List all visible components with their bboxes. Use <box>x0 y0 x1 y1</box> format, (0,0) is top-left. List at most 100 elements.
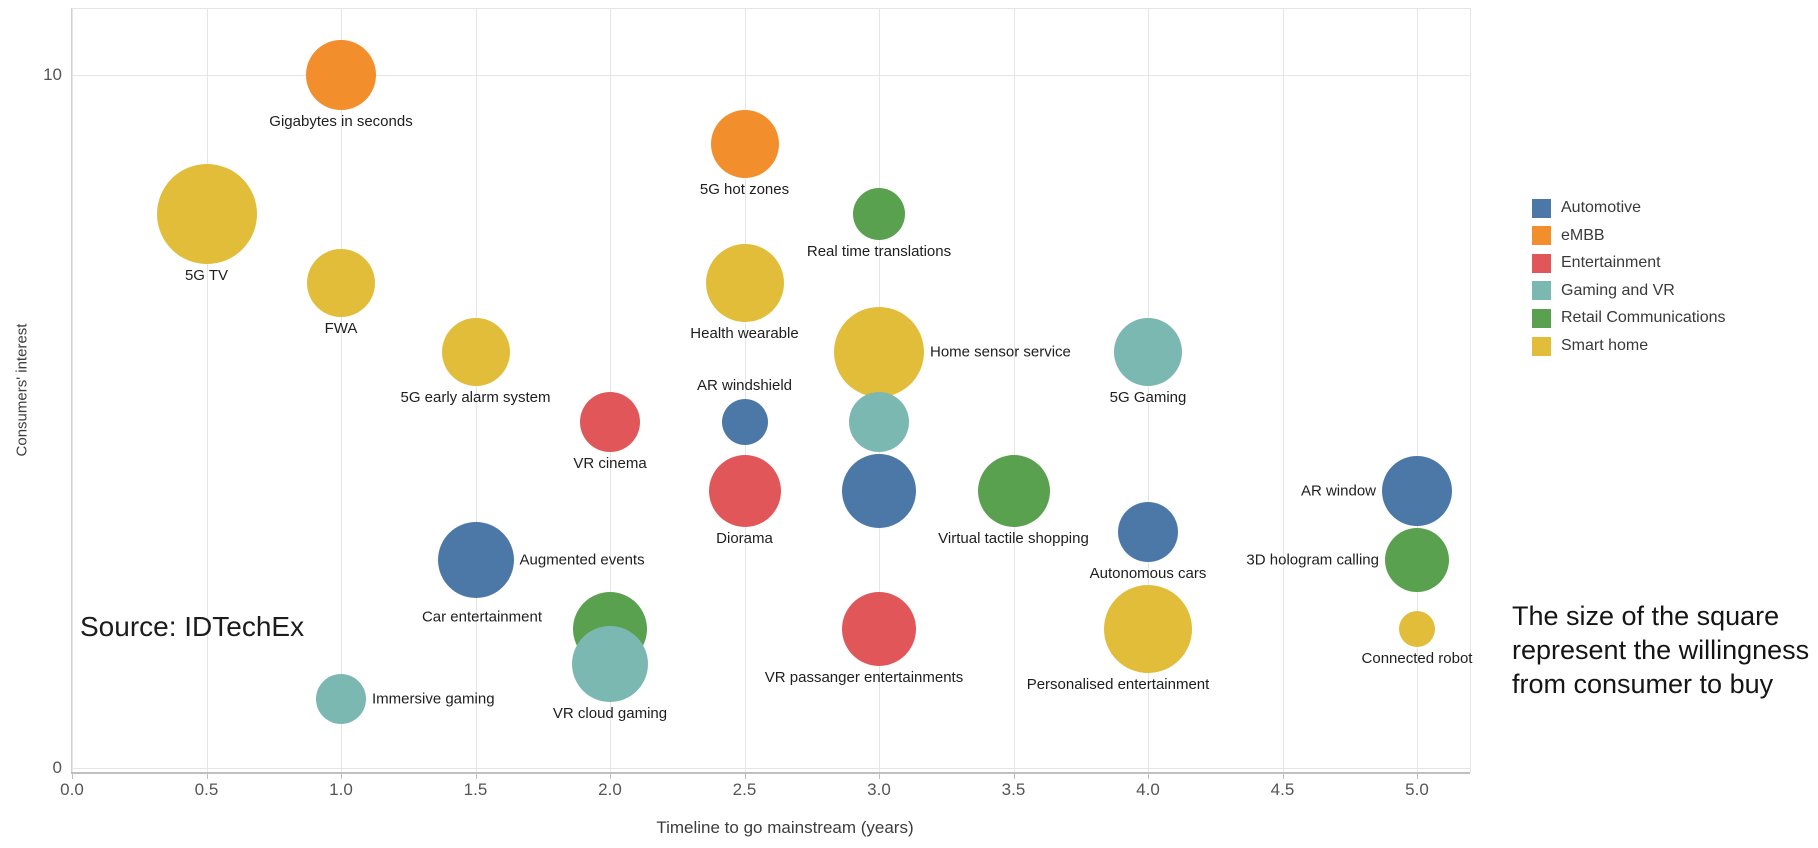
legend-swatch-gaming-and-vr <box>1532 281 1551 301</box>
bubble-label-car-entertainment: Car entertainment <box>421 608 542 626</box>
bubble-label-virtual-tactile-shopping: Virtual tactile shopping <box>938 529 1089 547</box>
x-tick-label-0.0: 0.0 <box>60 780 84 799</box>
bubble-5g-early-alarm-system[interactable] <box>441 318 510 387</box>
x-tickmark-0.0 <box>72 774 73 779</box>
bubble-5g-hot-zones[interactable] <box>710 110 779 179</box>
size-note-annotation: The size of the square represent the wil… <box>1512 600 1809 701</box>
y-axis-title: Consumers' interest <box>13 323 31 457</box>
legend-label: Retail Communications <box>1561 309 1726 327</box>
bubble-vr-cinema[interactable] <box>580 391 640 452</box>
legend-swatch-smart-home <box>1532 336 1551 356</box>
x-tick-label-2.0: 2.0 <box>598 780 622 799</box>
bubble-ar-windshield[interactable] <box>721 398 768 445</box>
gridline-x-4.0 <box>1148 8 1149 772</box>
bubble-label-health-wearable: Health wearable <box>690 324 799 342</box>
bubble-health-wearable[interactable] <box>705 243 784 322</box>
gridline-y-0 <box>71 768 1470 769</box>
bubble-diorama[interactable] <box>708 454 781 527</box>
legend-item-entertainment[interactable]: Entertainment <box>1532 253 1661 273</box>
source-note: Source: IDTechEx <box>80 611 305 642</box>
bubble-label-5g-tv: 5G TV <box>184 266 229 284</box>
legend-item-automotive[interactable]: Automotive <box>1532 198 1641 218</box>
legend-swatch-automotive <box>1532 198 1551 218</box>
x-tickmark-1.0 <box>341 774 342 779</box>
bubble-vr-passanger-entertainments[interactable] <box>842 592 916 667</box>
bubble-fwa[interactable] <box>307 248 375 317</box>
bubble-label-fwa: FWA <box>324 319 358 337</box>
gridline-x-3.5 <box>1013 8 1015 772</box>
gridline-x-2.0 <box>610 8 611 772</box>
legend-swatch-retail-communications <box>1532 308 1551 328</box>
bubble-connected-robot[interactable] <box>1399 611 1435 648</box>
bubble-unlabeled-11[interactable] <box>849 391 909 452</box>
plot-border-right <box>1470 8 1471 772</box>
bubble-unlabeled-13[interactable] <box>842 453 916 528</box>
x-axis-title: Timeline to go mainstream (years) <box>656 818 914 837</box>
x-tick-label-3.0: 3.0 <box>867 780 891 799</box>
plot-border-top <box>71 8 1470 9</box>
x-tickmark-3.0 <box>879 774 880 779</box>
bubble-3d-hologram-calling[interactable] <box>1385 528 1449 593</box>
bubble-label-vr-passanger-entertainments: VR passanger entertainments <box>764 669 964 687</box>
gridline-x-2.5 <box>744 8 746 772</box>
x-tickmark-0.5 <box>206 774 208 779</box>
bubble-label-5g-hot-zones: 5G hot zones <box>699 181 790 199</box>
bubble-autonomous-cars[interactable] <box>1118 502 1178 563</box>
legend-item-retail-communications[interactable]: Retail Communications <box>1532 308 1726 328</box>
bubble-label-home-sensor-service: Home sensor service <box>930 343 1071 361</box>
x-tick-label-4.5: 4.5 <box>1270 780 1295 799</box>
y-tick-label-10: 10 <box>43 65 62 84</box>
bubble-gigabytes-in-seconds[interactable] <box>306 40 376 110</box>
bubble-5g-gaming[interactable] <box>1114 318 1182 387</box>
x-tick-label-1.5: 1.5 <box>463 780 488 799</box>
bubble-ar-window[interactable] <box>1382 455 1452 526</box>
bubble-label-augmented-events: Augmented events <box>519 551 645 569</box>
bubble-vr-cloud-gaming[interactable] <box>572 626 648 703</box>
legend-item-gaming-and-vr[interactable]: Gaming and VR <box>1532 281 1675 301</box>
x-tickmark-4.0 <box>1148 774 1149 779</box>
legend-label: Automotive <box>1561 199 1642 216</box>
x-tick-label-1.0: 1.0 <box>329 780 353 799</box>
bubble-immersive-gaming[interactable] <box>316 673 366 724</box>
bubble-label-5g-early-alarm-system: 5G early alarm system <box>400 389 551 407</box>
bubble-label-gigabytes-in-seconds: Gigabytes in seconds <box>269 113 413 130</box>
legend-swatch-embb <box>1532 226 1551 246</box>
x-tick-label-5.0: 5.0 <box>1405 780 1429 799</box>
gridline-x-4.5 <box>1282 8 1284 772</box>
size-note-line: The size of the square <box>1512 601 1780 631</box>
bubble-label-vr-cinema: VR cinema <box>573 454 647 472</box>
bubble-label-real-time-translations: Real time translations <box>806 242 952 260</box>
y-tick-label-0: 0 <box>52 758 62 777</box>
legend-item-embb[interactable]: eMBB <box>1532 226 1605 246</box>
bubble-virtual-tactile-shopping[interactable] <box>977 454 1050 527</box>
bubble-label-personalised-entertainment: Personalised entertainment <box>1026 676 1210 694</box>
x-tickmark-5.0 <box>1417 774 1418 779</box>
bubble-label-3d-hologram-calling: 3D hologram calling <box>1246 551 1379 569</box>
bubble-personalised-entertainment[interactable] <box>1104 585 1192 674</box>
gridline-x-0.0 <box>72 8 73 772</box>
x-tickmark-1.5 <box>475 774 477 779</box>
x-tickmark-2.0 <box>610 774 611 779</box>
bubble-label-vr-cloud-gaming: VR cloud gaming <box>552 705 668 723</box>
gridline-x-1.0 <box>341 8 342 772</box>
bubble-home-sensor-service[interactable] <box>834 307 924 398</box>
bubble-label-autonomous-cars: Autonomous cars <box>1089 565 1207 583</box>
legend-label: Gaming and VR <box>1561 281 1675 299</box>
x-tick-label-4.0: 4.0 <box>1136 780 1160 799</box>
bubble-label-ar-windshield: AR windshield <box>696 376 793 394</box>
bubble-label-5g-gaming: 5G Gaming <box>1109 389 1187 407</box>
bubble-real-time-translations[interactable] <box>853 187 905 240</box>
legend-label: eMBB <box>1561 226 1605 244</box>
legend-label: Entertainment <box>1561 254 1661 272</box>
bubble-augmented-events[interactable] <box>437 522 514 599</box>
gridline-x-0.5 <box>206 8 208 772</box>
legend-item-smart-home[interactable]: Smart home <box>1532 336 1648 356</box>
bubble-5g-tv[interactable] <box>156 163 257 264</box>
x-axis-line <box>71 772 1470 774</box>
y-axis-line <box>71 8 72 772</box>
x-tickmark-2.5 <box>744 774 746 779</box>
gridline-x-5.0 <box>1417 8 1418 772</box>
